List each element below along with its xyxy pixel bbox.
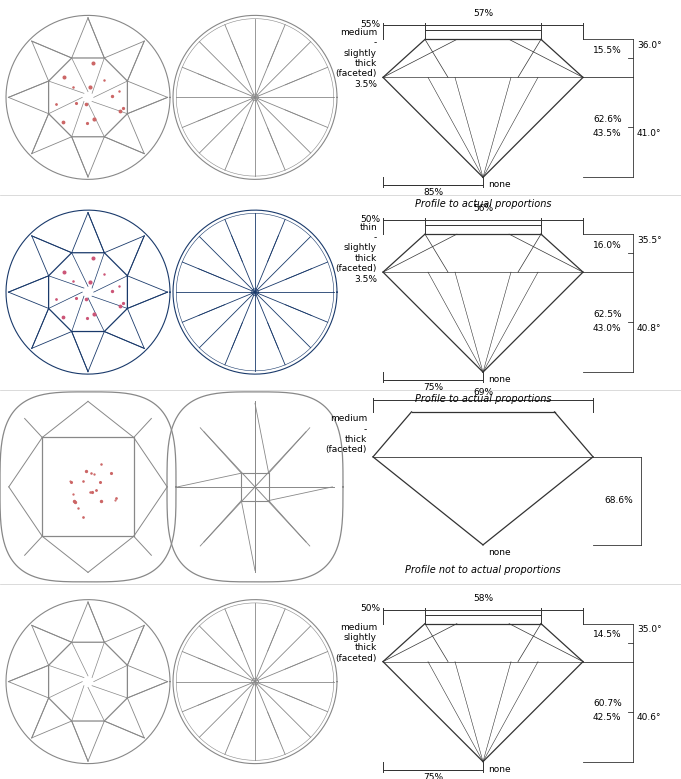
Polygon shape — [167, 392, 343, 582]
Text: none: none — [488, 375, 511, 384]
Polygon shape — [6, 600, 170, 763]
Text: 68.6%: 68.6% — [604, 496, 633, 506]
Text: thin
-
slightly
thick
(faceted)
3.5%: thin - slightly thick (faceted) 3.5% — [336, 223, 377, 284]
Text: 58%: 58% — [473, 594, 493, 603]
Text: 85%: 85% — [423, 189, 443, 197]
Polygon shape — [173, 600, 337, 763]
Text: 14.5%: 14.5% — [593, 630, 622, 639]
Text: medium
slightly
thick
(faceted): medium slightly thick (faceted) — [336, 622, 377, 663]
Text: medium
-
slightly
thick
(faceted)
3.5%: medium - slightly thick (faceted) 3.5% — [336, 28, 377, 89]
Text: 35.0°: 35.0° — [637, 625, 662, 634]
Text: none: none — [488, 765, 511, 774]
Text: 56%: 56% — [473, 204, 493, 213]
Text: 43.5%: 43.5% — [593, 129, 622, 138]
Text: medium
-
thick
(faceted): medium - thick (faceted) — [326, 414, 367, 454]
Text: 55%: 55% — [360, 20, 380, 29]
Text: 62.6%: 62.6% — [593, 115, 622, 124]
Text: Profile not to actual proportions: Profile not to actual proportions — [405, 565, 561, 575]
Text: 16.0%: 16.0% — [593, 241, 622, 249]
Text: 57%: 57% — [473, 9, 493, 19]
Text: 60.7%: 60.7% — [593, 699, 622, 708]
Text: Profile to actual proportions: Profile to actual proportions — [415, 199, 551, 210]
Text: 75%: 75% — [423, 773, 443, 779]
Text: 40.8°: 40.8° — [637, 323, 661, 333]
Polygon shape — [6, 210, 170, 374]
Text: 36.0°: 36.0° — [637, 41, 662, 50]
Text: 69%: 69% — [473, 388, 493, 397]
Text: 43.0%: 43.0% — [593, 323, 622, 333]
Text: Profile to actual proportions: Profile to actual proportions — [415, 394, 551, 404]
Text: 41.0°: 41.0° — [637, 129, 661, 138]
Text: 50%: 50% — [360, 605, 380, 613]
Text: 35.5°: 35.5° — [637, 235, 662, 245]
Polygon shape — [0, 392, 176, 582]
Text: none: none — [488, 548, 511, 557]
Polygon shape — [173, 210, 337, 374]
Text: 15.5%: 15.5% — [593, 46, 622, 55]
Text: none: none — [488, 181, 511, 189]
Text: 40.6°: 40.6° — [637, 713, 661, 722]
Polygon shape — [6, 16, 170, 179]
Text: 62.5%: 62.5% — [593, 309, 622, 319]
Text: 42.5%: 42.5% — [593, 713, 622, 722]
Text: 75%: 75% — [423, 383, 443, 392]
Text: 50%: 50% — [360, 215, 380, 224]
Polygon shape — [173, 16, 337, 179]
